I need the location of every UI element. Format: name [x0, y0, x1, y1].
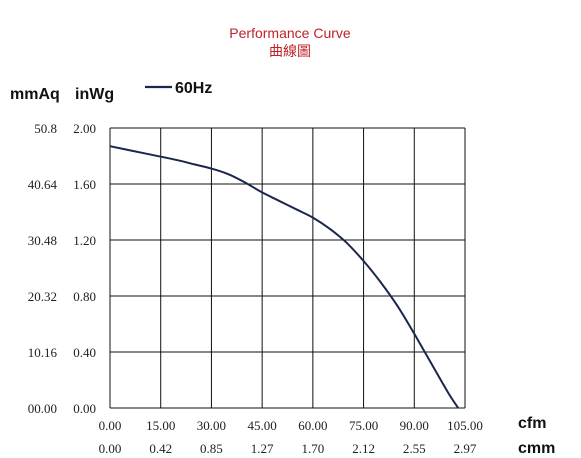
y-tick-label-mmaq-2: 20.32: [28, 289, 57, 304]
x-tick-labels: 0.00 0.00 15.00 0.42 30.00 0.85 45.00 1.27 60.00…: [99, 418, 483, 456]
x-tick-label-cmm-6: 2.55: [403, 441, 426, 456]
y-tick-label-mmaq-5: 50.8: [34, 121, 57, 136]
x-tick-label-cfm-5: 75.00: [349, 418, 378, 433]
y-tick-label-mmaq-1: 10.16: [28, 345, 58, 360]
y-tick-label-inwg-2: 0.80: [73, 289, 96, 304]
y-tick-label-inwg-4: 1.60: [73, 177, 96, 192]
chart-grid: [109, 127, 466, 409]
chart-title: Performance Curve: [229, 25, 351, 41]
x-tick-label-cfm-3: 45.00: [248, 418, 277, 433]
y-tick-label-mmaq-3: 30.48: [28, 233, 57, 248]
x-tick-label-cfm-2: 30.00: [197, 418, 226, 433]
x-tick-label-cfm-6: 90.00: [400, 418, 429, 433]
x-tick-label-cmm-2: 0.85: [200, 441, 223, 456]
y-tick-label-inwg-3: 1.20: [73, 233, 96, 248]
chart-subtitle: 曲線圖: [269, 43, 311, 59]
y-tick-label-inwg-1: 0.40: [73, 345, 96, 360]
x-tick-label-cfm-4: 60.00: [298, 418, 327, 433]
y-tick-label-mmaq-0: 00.00: [28, 401, 57, 416]
x-tick-label-cmm-4: 1.70: [301, 441, 324, 456]
x-tick-label-cmm-3: 1.27: [251, 441, 274, 456]
x-tick-label-cmm-5: 2.12: [352, 441, 375, 456]
legend-label-60hz: 60Hz: [175, 80, 212, 97]
series-group: [109, 145, 460, 409]
x-tick-label-cfm-0: 0.00: [99, 418, 122, 433]
x-tick-label-cmm-7: 2.97: [454, 441, 477, 456]
x-unit-label-cmm: cmm: [518, 440, 555, 457]
y-tick-label-inwg-5: 2.00: [73, 121, 96, 136]
x-tick-label-cmm-1: 0.42: [149, 441, 172, 456]
series-line-0: [109, 145, 460, 409]
x-tick-label-cfm-1: 15.00: [146, 418, 175, 433]
y-unit-label-inwg: inWg: [75, 86, 114, 103]
x-tick-label-cmm-0: 0.00: [99, 441, 122, 456]
y-tick-label-inwg-0: 0.00: [73, 401, 96, 416]
x-tick-label-cfm-7: 105.00: [447, 418, 483, 433]
y-unit-label-mmaq: mmAq: [10, 86, 60, 103]
y-tick-labels: 00.00 0.00 10.16 0.40 20.32 0.80 30.48 1.20 40.6…: [28, 121, 96, 416]
y-tick-label-mmaq-4: 40.64: [28, 177, 58, 192]
x-unit-label-cfm: cfm: [518, 415, 546, 432]
